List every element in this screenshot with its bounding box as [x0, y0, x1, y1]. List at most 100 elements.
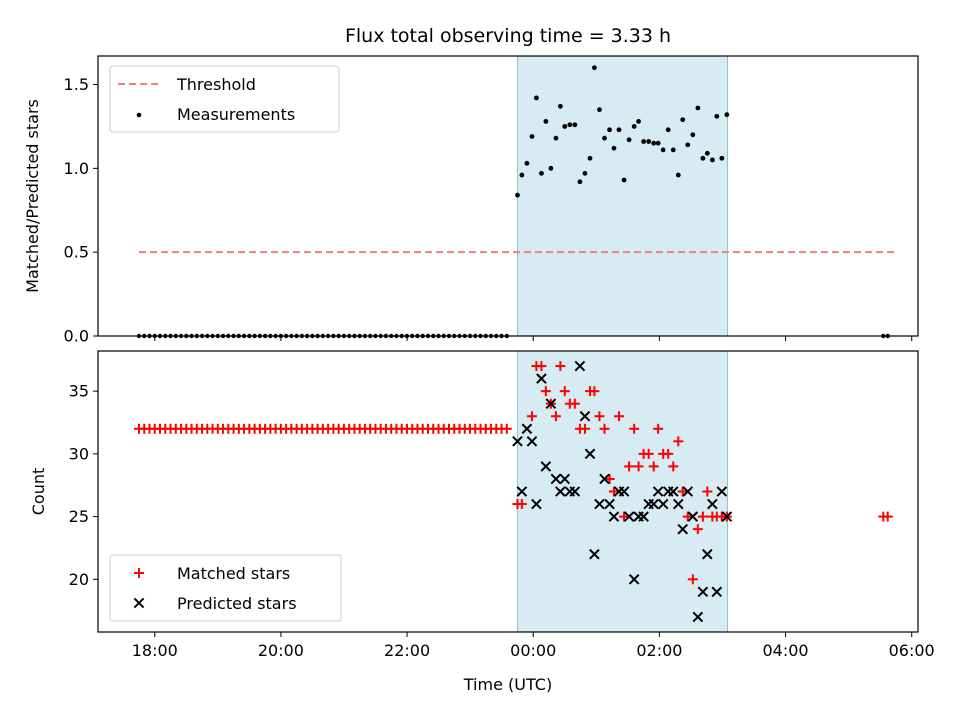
predicted-star-point — [682, 486, 694, 497]
bottom-axes-frame — [97, 350, 919, 633]
measurement-point — [611, 145, 617, 151]
y-tick-label: 0.0 — [64, 327, 89, 346]
predicted-star-point — [638, 511, 649, 522]
measurement-points — [515, 65, 730, 198]
measurement-point — [695, 105, 701, 111]
matched-star-point — [682, 511, 693, 522]
predicted-star-point — [618, 486, 630, 497]
measurement-point — [582, 170, 588, 176]
matched-constant-points — [134, 423, 512, 434]
measurement-point — [660, 147, 666, 153]
legend-threshold-label: Threshold — [176, 75, 256, 94]
legend-plus-marker — [134, 568, 144, 578]
matched-star-point — [599, 423, 610, 434]
predicted-star-point — [702, 548, 713, 560]
measurement-point — [690, 132, 696, 138]
top-shaded-region — [516, 55, 729, 337]
legend-predicted-swatch — [133, 597, 145, 609]
measurement-point — [572, 122, 578, 128]
predicted-star-point — [559, 473, 571, 485]
predicted-star-point — [673, 498, 684, 510]
predicted-star-point — [721, 511, 733, 522]
measurement-point — [548, 165, 554, 171]
matched-star-point — [629, 423, 640, 434]
measurement-point — [529, 134, 535, 139]
predicted-star-point — [711, 586, 723, 598]
predicted-star-point — [697, 586, 709, 598]
measurement-point — [533, 95, 539, 101]
predicted-star-point — [707, 498, 718, 510]
predicted-star-point — [536, 373, 547, 384]
predicted-star-point — [550, 473, 562, 485]
x-axis-label: Time (UTC) — [463, 675, 552, 694]
predicted-star-point — [540, 461, 552, 472]
predicted-stars-points — [512, 360, 733, 623]
predicted-star-point — [574, 360, 586, 372]
y-tick-label: 1.5 — [64, 75, 89, 94]
top-y-axis-label: Matched/Predicted stars — [23, 99, 42, 293]
measurement-point — [646, 139, 652, 144]
measurement-point — [562, 124, 568, 129]
matched-star-point — [673, 436, 684, 447]
top-panel: 0.0 0.5 1.0 1.5 Flux total observing time =… — [23, 25, 919, 346]
legend-x-marker — [133, 597, 145, 609]
predicted-star-point — [594, 498, 605, 510]
matched-star-point — [702, 486, 713, 497]
predicted-star-point — [521, 423, 533, 435]
chart-title: Flux total observing time = 3.33 h — [345, 25, 671, 47]
legend-matched-swatch — [134, 568, 144, 578]
bottom-panel: 20 25 30 35 18:00 20:00 22:00 00:00 02:00 04:00 0… — [29, 350, 935, 694]
matched-star-point — [668, 461, 679, 472]
x-tick-label: 02:00 — [636, 641, 682, 660]
measurement-point — [641, 139, 647, 144]
y-tick-label: 35 — [69, 382, 89, 401]
measurement-point — [602, 135, 607, 141]
y-tick-label: 0.5 — [64, 243, 89, 262]
matched-star-point — [677, 486, 688, 497]
predicted-star-point — [692, 611, 704, 623]
measurement-point — [719, 155, 725, 161]
y-tick-label: 20 — [69, 570, 89, 589]
predicted-star-point — [716, 486, 728, 497]
x-tick-label: 20:00 — [258, 641, 304, 660]
predicted-star-point — [599, 473, 610, 485]
predicted-star-point — [628, 574, 640, 585]
predicted-star-point — [512, 436, 523, 447]
matched-star-point — [653, 423, 664, 434]
predicted-star-point — [545, 398, 557, 409]
matched-star-point — [633, 461, 644, 472]
top-x-ticks — [154, 336, 913, 341]
predicted-star-point — [569, 486, 581, 497]
top-legend: Threshold Measurements — [109, 65, 340, 133]
matched-star-point — [648, 461, 659, 472]
matched-star-point — [882, 511, 893, 522]
top-axes-frame — [97, 55, 919, 337]
measurement-point — [577, 179, 583, 185]
matched-star-point — [555, 361, 566, 372]
predicted-star-point — [531, 498, 542, 510]
predicted-star-point — [648, 498, 660, 510]
matched-star-point — [697, 511, 708, 522]
predicted-star-point — [608, 511, 620, 522]
measurement-point — [616, 127, 622, 133]
measurement-point — [543, 118, 549, 124]
measurement-point — [524, 160, 530, 166]
y-tick-label: 30 — [69, 444, 89, 463]
measurement-point — [519, 172, 525, 178]
matched-star-point — [643, 448, 654, 459]
measurement-point — [704, 150, 710, 156]
matched-star-point — [559, 386, 570, 397]
measurement-point — [607, 127, 612, 133]
legend-measurements-label: Measurements — [177, 105, 295, 124]
bottom-y-axis-label: Count — [29, 468, 48, 516]
measurement-point — [626, 137, 632, 143]
predicted-star-point — [526, 436, 538, 447]
matched-star-point — [540, 386, 551, 397]
measurement-point — [685, 142, 691, 148]
bottom-y-ticks: 20 25 30 35 — [69, 382, 98, 589]
matched-star-point — [579, 423, 590, 434]
predicted-star-point — [516, 486, 528, 497]
matched-stars-points — [512, 361, 893, 585]
predicted-star-point — [667, 486, 679, 497]
predicted-star-point — [652, 486, 664, 497]
